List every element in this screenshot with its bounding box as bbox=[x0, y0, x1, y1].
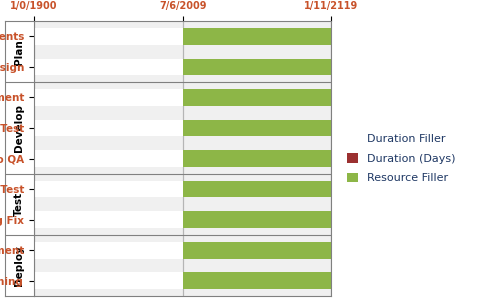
Bar bbox=[34, 211, 183, 228]
Bar bbox=[34, 120, 183, 137]
Text: Deploy: Deploy bbox=[14, 245, 24, 286]
Text: Test: Test bbox=[14, 192, 24, 217]
Bar bbox=[183, 89, 330, 106]
Bar bbox=[183, 211, 330, 228]
Bar bbox=[183, 28, 330, 45]
Bar bbox=[34, 272, 183, 289]
Bar bbox=[34, 242, 183, 259]
Bar bbox=[183, 120, 330, 137]
Legend: Duration Filler, Duration (Days), Resource Filler: Duration Filler, Duration (Days), Resour… bbox=[342, 130, 459, 188]
Text: Plan: Plan bbox=[14, 39, 24, 65]
Bar bbox=[34, 150, 183, 167]
Bar bbox=[34, 28, 183, 45]
Bar bbox=[34, 181, 183, 198]
Text: Develop: Develop bbox=[14, 104, 24, 152]
Bar bbox=[183, 150, 330, 167]
Bar bbox=[183, 59, 330, 75]
Bar bbox=[34, 89, 183, 106]
Bar bbox=[183, 272, 330, 289]
Bar bbox=[183, 181, 330, 198]
Bar bbox=[34, 59, 183, 75]
Bar bbox=[183, 242, 330, 259]
